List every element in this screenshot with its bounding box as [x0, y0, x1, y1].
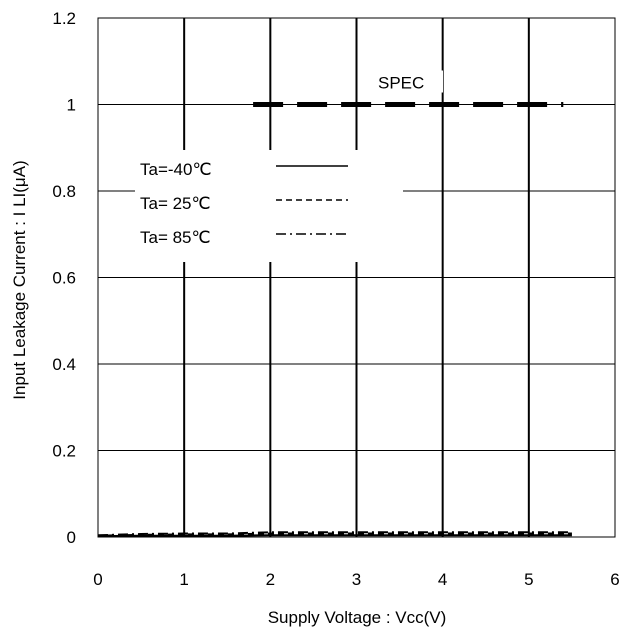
- spec-group: SPEC: [253, 70, 564, 107]
- series-group: [97, 531, 572, 538]
- y-tick-label: 0.6: [52, 269, 76, 288]
- y-tick-label: 1.2: [52, 9, 76, 28]
- y-tick-label: 0.8: [52, 182, 76, 201]
- series-line-3: [97, 531, 572, 537]
- legend-label: Ta= 85℃: [140, 228, 211, 247]
- series-line-2: [97, 532, 572, 537]
- y-tick-label: 0: [67, 528, 76, 547]
- y-tick-label: 0.2: [52, 442, 76, 461]
- spec-label: SPEC: [378, 74, 424, 93]
- x-tick-label: 0: [93, 570, 102, 589]
- series-line-1: [97, 534, 572, 538]
- y-axis-title: Input Leakage Current : I LI(μA): [10, 160, 29, 399]
- spec-label-bg: [375, 70, 443, 93]
- x-axis-title: Supply Voltage : Vcc(V): [268, 608, 447, 627]
- x-tick-label: 4: [438, 570, 447, 589]
- legend-label: Ta=-40℃: [140, 160, 212, 179]
- y-tick-label: 1: [67, 96, 76, 115]
- x-tick-label: 1: [179, 570, 188, 589]
- x-tick-label: 2: [266, 570, 275, 589]
- x-tick-label: 5: [524, 570, 533, 589]
- tick-labels: 0 1 2 3 4 5 6 0 0.2 0.4 0.6 0.8 1 1.2: [52, 9, 619, 589]
- grid: [97, 17, 616, 538]
- y-tick-label: 0.4: [52, 355, 76, 374]
- x-tick-label: 3: [352, 570, 361, 589]
- legend: Ta=-40℃ Ta= 25℃ Ta= 85℃: [135, 150, 403, 262]
- legend-label: Ta= 25℃: [140, 194, 211, 213]
- legend-box: [135, 150, 403, 262]
- x-tick-label: 6: [610, 570, 619, 589]
